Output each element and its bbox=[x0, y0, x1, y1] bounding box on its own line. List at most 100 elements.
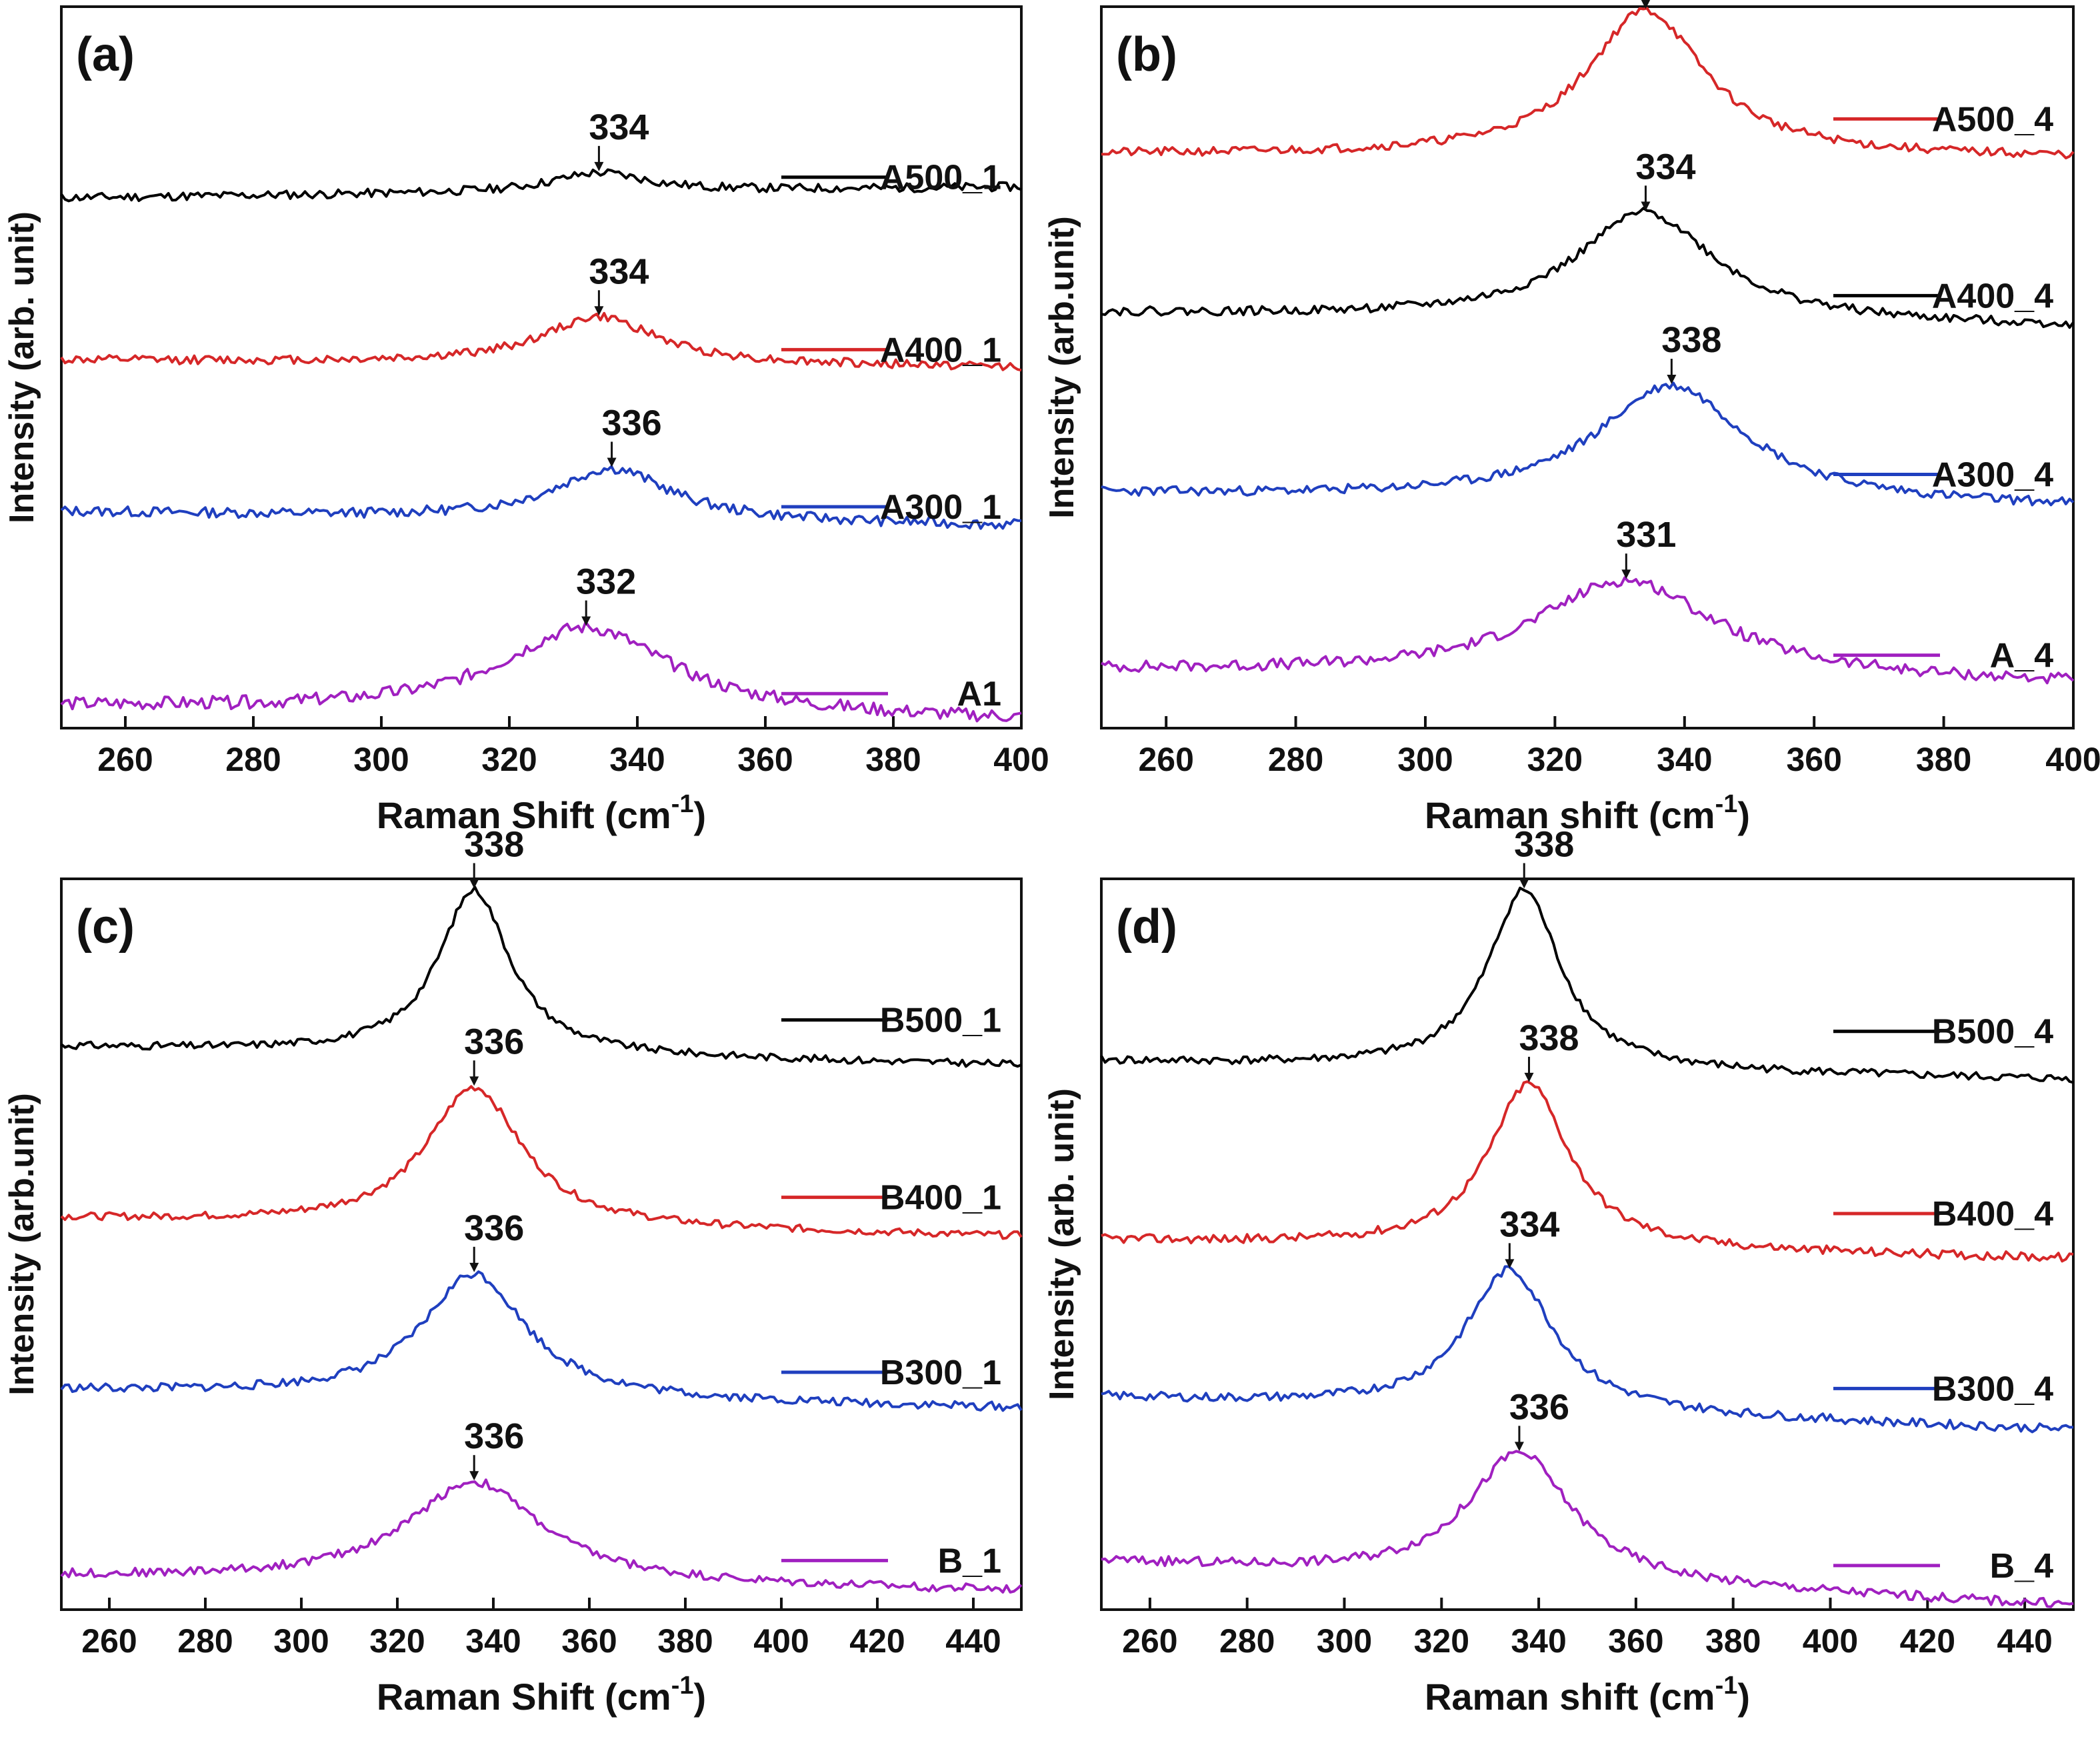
x-tick-label: 340 bbox=[465, 1622, 521, 1660]
series-A500_1: 334 A500_1 bbox=[60, 107, 1022, 203]
series-B500_4: 338 B500_4 bbox=[1100, 824, 2074, 1084]
series-line bbox=[60, 311, 1022, 372]
x-tick-label: 300 bbox=[1397, 741, 1453, 778]
peak-arrow-head bbox=[1514, 1442, 1524, 1452]
x-tick-label: 340 bbox=[1511, 1622, 1566, 1660]
x-tick-label: 280 bbox=[225, 741, 281, 778]
series-line bbox=[1101, 1450, 2074, 1608]
x-tick-label: 420 bbox=[849, 1622, 905, 1660]
x-tick-label: 380 bbox=[1705, 1622, 1761, 1660]
x-tick-label: 280 bbox=[1268, 741, 1323, 778]
x-tick-label: 300 bbox=[273, 1622, 329, 1660]
x-tick-label: 300 bbox=[353, 741, 409, 778]
panel-label: (b) bbox=[1116, 28, 1177, 81]
peak-label: 338 bbox=[464, 824, 524, 864]
x-axis-label-tail: ) bbox=[1737, 1676, 1750, 1718]
peak-arrow-head bbox=[594, 306, 604, 316]
x-axis-label-text: Raman Shift (cm bbox=[377, 1676, 671, 1718]
peak-label: 338 bbox=[1514, 824, 1574, 864]
y-axis-label: Intensity (arb. unit) bbox=[1043, 1088, 1081, 1400]
series-A400_4: 334 A400_4 bbox=[1101, 147, 2075, 329]
plot-frame bbox=[60, 5, 1023, 729]
series-B_4: 336 B_4 bbox=[1101, 1387, 2074, 1608]
series-B400_1: 336 B400_1 bbox=[60, 1022, 1023, 1240]
x-tick-label: 260 bbox=[1138, 741, 1193, 778]
peak-arrow-head bbox=[1641, 0, 1651, 9]
x-tick-label: 340 bbox=[1657, 741, 1712, 778]
x-tick-label: 440 bbox=[945, 1622, 1001, 1660]
x-axis-label-superscript: -1 bbox=[671, 1672, 694, 1700]
series-line bbox=[60, 168, 1022, 203]
x-tick-label: 360 bbox=[1608, 1622, 1663, 1660]
series-line bbox=[1101, 207, 2075, 329]
x-axis-label-superscript: -1 bbox=[671, 790, 694, 818]
series-B300_4: 334 B300_4 bbox=[1101, 1204, 2074, 1434]
x-tick-label: 280 bbox=[1219, 1622, 1275, 1660]
series-line bbox=[60, 886, 1022, 1068]
peak-arrow-head bbox=[469, 1262, 479, 1272]
legend-label: B400_1 bbox=[880, 1179, 1001, 1218]
x-axis-label-superscript: -1 bbox=[1715, 1672, 1738, 1700]
plot-frame bbox=[1100, 878, 2075, 1611]
legend-label: A500_1 bbox=[880, 159, 1001, 197]
series-line bbox=[1101, 576, 2075, 685]
x-axis-label-text: Raman Shift (cm bbox=[377, 794, 671, 836]
peak-label: 336 bbox=[464, 1416, 524, 1456]
x-tick-label: 320 bbox=[481, 741, 537, 778]
x-tick-label: 380 bbox=[657, 1622, 713, 1660]
legend-label: A400_4 bbox=[1932, 277, 2053, 315]
series-B500_1: 338 B500_1 bbox=[60, 824, 1022, 1068]
panel-label: (d) bbox=[1116, 900, 1177, 954]
peak-label: 332 bbox=[576, 562, 636, 602]
series-A_4: 331 A_4 bbox=[1101, 515, 2075, 685]
legend-label: A1 bbox=[957, 675, 1001, 713]
x-axis-label-tail: ) bbox=[694, 794, 707, 836]
x-tick-label: 340 bbox=[609, 741, 665, 778]
series-line bbox=[1101, 381, 2075, 507]
x-tick-label: 280 bbox=[177, 1622, 233, 1660]
series-line bbox=[1101, 7, 2075, 159]
plot-frame bbox=[60, 878, 1023, 1611]
peak-label: 336 bbox=[602, 403, 662, 443]
x-tick-label: 400 bbox=[993, 741, 1049, 778]
peak-label: 334 bbox=[589, 107, 649, 147]
peak-label: 336 bbox=[1509, 1387, 1569, 1427]
legend-label: B300_4 bbox=[1932, 1370, 2053, 1408]
x-tick-label: 320 bbox=[369, 1622, 425, 1660]
legend-label: A_4 bbox=[1990, 637, 2053, 675]
x-tick-label: 360 bbox=[1786, 741, 1841, 778]
series-B300_1: 336 B300_1 bbox=[60, 1208, 1023, 1412]
legend-label: B_1 bbox=[938, 1542, 1001, 1580]
legend-label: B300_1 bbox=[880, 1354, 1001, 1392]
legend-label: B400_4 bbox=[1932, 1195, 2053, 1234]
peak-arrow-head bbox=[1667, 375, 1677, 385]
series-line bbox=[60, 1270, 1023, 1412]
x-tick-label: 260 bbox=[1122, 1622, 1177, 1660]
peak-label: 338 bbox=[1661, 320, 1721, 360]
legend-label: A300_4 bbox=[1932, 456, 2053, 495]
x-axis-label-tail: ) bbox=[694, 1676, 707, 1718]
series-line bbox=[60, 465, 1022, 530]
series-line bbox=[60, 620, 1022, 723]
x-tick-label: 400 bbox=[2045, 741, 2100, 778]
y-axis-label: Intensity (arb.unit) bbox=[1043, 216, 1081, 519]
peak-arrow-head bbox=[469, 1076, 479, 1086]
series-A300_1: 336 A300_1 bbox=[60, 403, 1022, 530]
x-axis-label-superscript: -1 bbox=[1715, 790, 1738, 818]
peak-label: 334 bbox=[1499, 1204, 1559, 1244]
x-tick-label: 320 bbox=[1527, 741, 1583, 778]
panel-label: (a) bbox=[76, 28, 135, 81]
plot-frame bbox=[1100, 5, 2075, 729]
peak-arrow-head bbox=[469, 1471, 479, 1481]
y-axis-label: Intensity (arb. unit) bbox=[3, 211, 41, 523]
x-axis-label: Raman Shift (cm-1) bbox=[377, 790, 706, 836]
peak-label: 338 bbox=[1519, 1018, 1579, 1058]
x-axis-label: Raman shift (cm-1) bbox=[1425, 790, 1750, 836]
series-A300_4: 338 A300_4 bbox=[1101, 320, 2075, 507]
peak-arrow-head bbox=[1519, 879, 1529, 889]
legend-label: B500_1 bbox=[880, 1002, 1001, 1040]
x-axis-label: Raman Shift (cm-1) bbox=[377, 1672, 706, 1718]
peak-label: 336 bbox=[464, 1208, 524, 1248]
